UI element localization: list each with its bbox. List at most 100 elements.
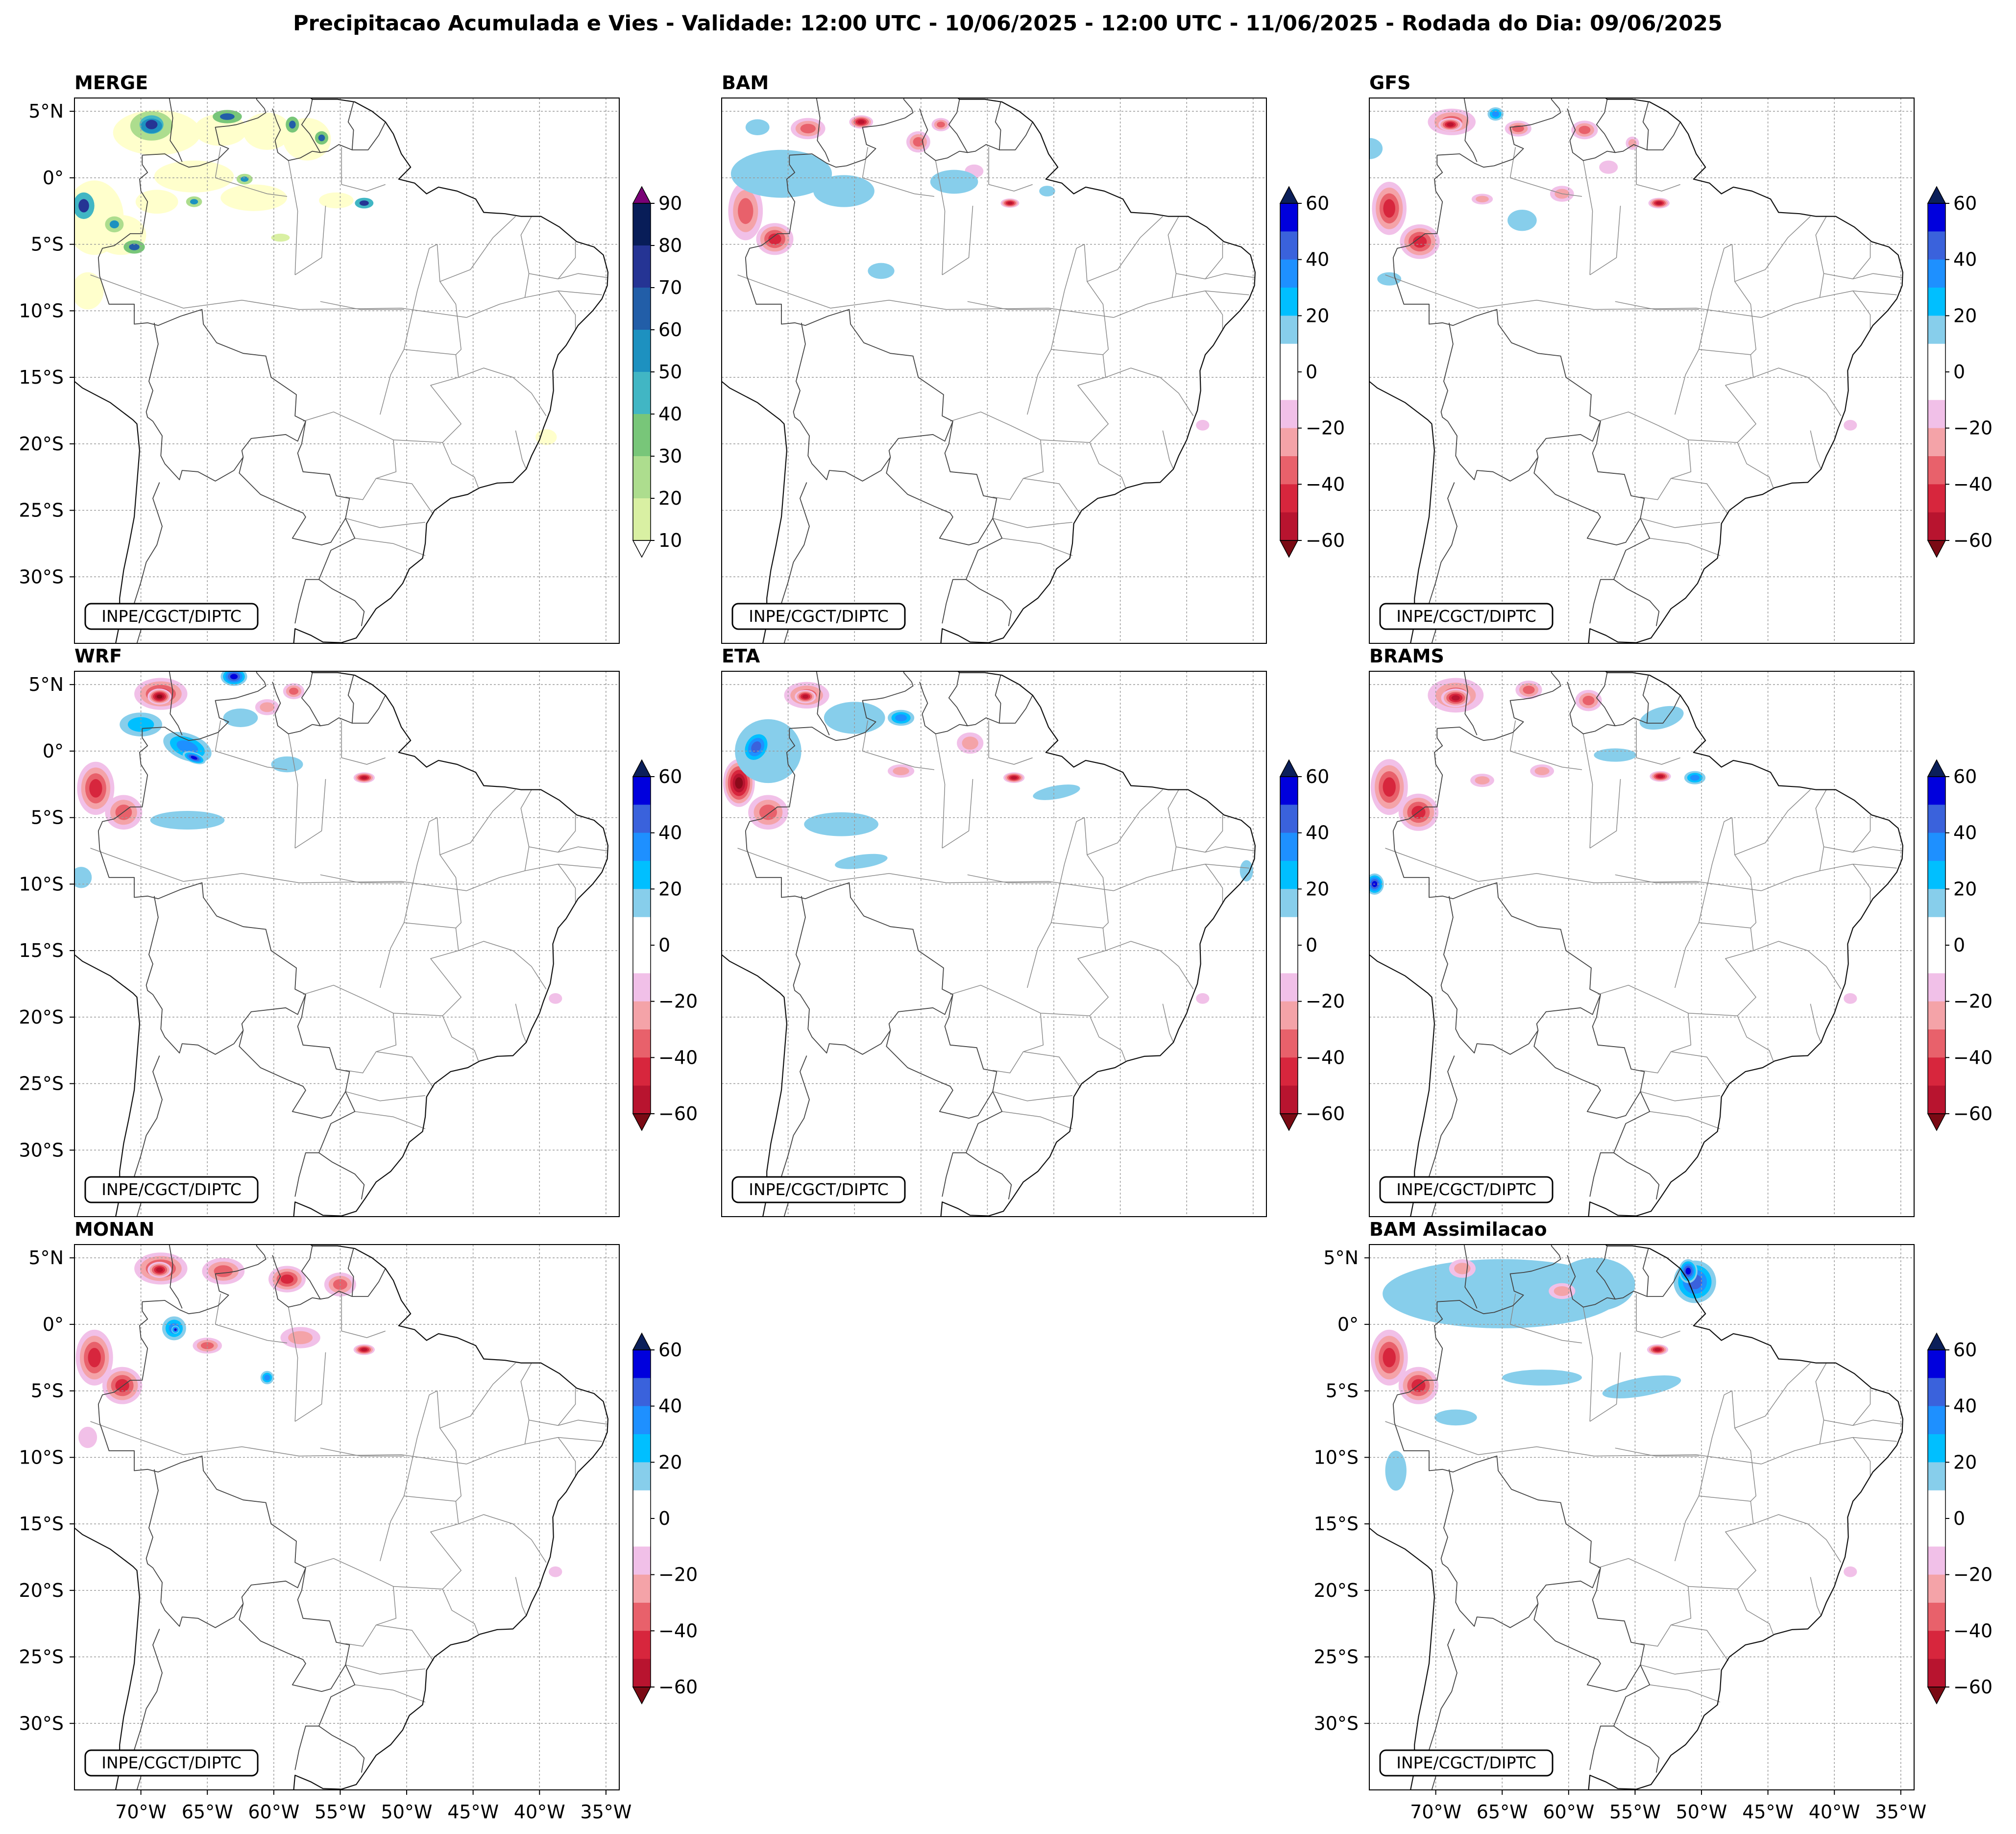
field-layer xyxy=(75,1252,562,1577)
state-border xyxy=(1102,928,1194,990)
precip-contour xyxy=(190,199,198,205)
coastline xyxy=(1588,671,1903,1217)
negative-bias-contour xyxy=(1196,419,1210,431)
state-border xyxy=(294,779,326,849)
colorbar-band xyxy=(1928,456,1945,485)
state-border xyxy=(1172,863,1249,871)
credit-frame xyxy=(1379,603,1554,630)
colorbar-band xyxy=(633,330,651,372)
colorbar-label: 20 xyxy=(658,1451,682,1473)
country-border xyxy=(1533,457,1641,545)
lon-label: 35°W xyxy=(580,1801,632,1823)
state-border xyxy=(988,147,1033,192)
map-background xyxy=(74,98,619,643)
colorbar-band xyxy=(1928,1085,1945,1114)
colorbar-label: 60 xyxy=(658,319,682,341)
state-border xyxy=(1734,1363,1811,1429)
credit-box: INPE/CGCT/DIPTC xyxy=(731,1176,906,1203)
map-frame xyxy=(1369,671,1915,1217)
negative-bias-contour xyxy=(289,687,299,695)
colorbar-label: 10 xyxy=(658,530,682,551)
state-border xyxy=(1598,984,1658,999)
state-border xyxy=(363,950,461,1016)
country-border xyxy=(239,457,346,545)
state-border xyxy=(935,160,946,275)
state-border xyxy=(529,242,576,279)
colorbar-extend-min xyxy=(632,1687,652,1705)
colorbar-band xyxy=(1928,1378,1945,1407)
negative-bias-contour xyxy=(1844,1566,1857,1577)
coastline xyxy=(74,1527,140,1790)
colorbar-band xyxy=(633,1057,651,1086)
colorbar-band xyxy=(1928,973,1945,1002)
positive-bias-contour xyxy=(868,263,895,279)
state-border xyxy=(1698,817,1756,929)
state-border xyxy=(1698,244,1756,355)
colorbar-extend-min xyxy=(1927,1113,1946,1131)
credit-box: INPE/CGCT/DIPTC xyxy=(84,1749,259,1777)
country-border xyxy=(1551,98,1560,109)
lat-label: 0° xyxy=(43,167,64,189)
state-border xyxy=(935,734,946,849)
country-border xyxy=(1589,1725,1614,1770)
colorbar-band xyxy=(1928,917,1945,946)
state-border xyxy=(1698,1390,1756,1502)
state-border xyxy=(1087,789,1163,856)
credit-frame xyxy=(84,1176,259,1203)
colorbar-band xyxy=(1928,889,1945,918)
country-border xyxy=(1533,1603,1641,1692)
state-border xyxy=(1589,205,1621,275)
panel-title: BRAMS xyxy=(1369,645,1444,667)
state-border xyxy=(455,354,547,416)
negative-bias-contour xyxy=(802,694,809,699)
negative-bias-contour xyxy=(1196,993,1210,1004)
lat-label: 20°S xyxy=(1314,1580,1359,1601)
colorbar-extend-min xyxy=(632,540,652,558)
state-border xyxy=(1737,1015,1774,1061)
country-border xyxy=(919,682,968,734)
basemap xyxy=(74,98,608,643)
state-border xyxy=(1675,349,1700,415)
country-border xyxy=(903,98,912,109)
positive-bias-contour xyxy=(730,149,832,198)
state-border xyxy=(1050,817,1109,929)
state-border xyxy=(1113,216,1179,318)
colorbar-band xyxy=(633,456,651,499)
map-frame xyxy=(721,98,1267,644)
colorbar-band xyxy=(633,1350,651,1378)
state-border xyxy=(1176,815,1223,853)
country-border xyxy=(745,155,1012,626)
colorbar-label: −20 xyxy=(1306,417,1345,439)
lat-label: 5°S xyxy=(1326,1380,1359,1402)
credit-text: INPE/CGCT/DIPTC xyxy=(101,1753,242,1772)
state-border xyxy=(1820,863,1897,871)
state-border xyxy=(558,1437,576,1478)
state-border xyxy=(288,734,298,849)
colorbar-label: −20 xyxy=(658,1564,698,1586)
negative-bias-contour xyxy=(1383,199,1395,218)
colorbar-band xyxy=(1280,456,1298,485)
state-border xyxy=(1671,478,1728,515)
colorbar-band xyxy=(1280,1057,1298,1086)
state-border xyxy=(1675,922,1700,988)
state-border xyxy=(967,874,1051,883)
colorbar-label: 80 xyxy=(658,235,682,256)
colorbar-band xyxy=(1280,861,1298,889)
state-border xyxy=(1385,274,1762,318)
negative-bias-contour xyxy=(1383,777,1396,797)
state-border xyxy=(376,478,434,515)
lat-label: 25°S xyxy=(19,1646,64,1668)
state-border xyxy=(1810,430,1822,469)
credit-frame xyxy=(731,603,906,630)
state-border xyxy=(558,291,576,331)
colorbar-band xyxy=(1280,832,1298,861)
country-border xyxy=(1331,1223,1340,1229)
colorbar-band xyxy=(633,1546,651,1575)
state-border xyxy=(1852,291,1871,331)
country-border xyxy=(1463,671,1478,735)
state-border xyxy=(1737,442,1774,488)
negative-bias-contour xyxy=(1523,685,1535,694)
state-border xyxy=(1010,950,1109,1016)
precip-contour xyxy=(74,272,104,310)
country-border xyxy=(301,672,354,727)
